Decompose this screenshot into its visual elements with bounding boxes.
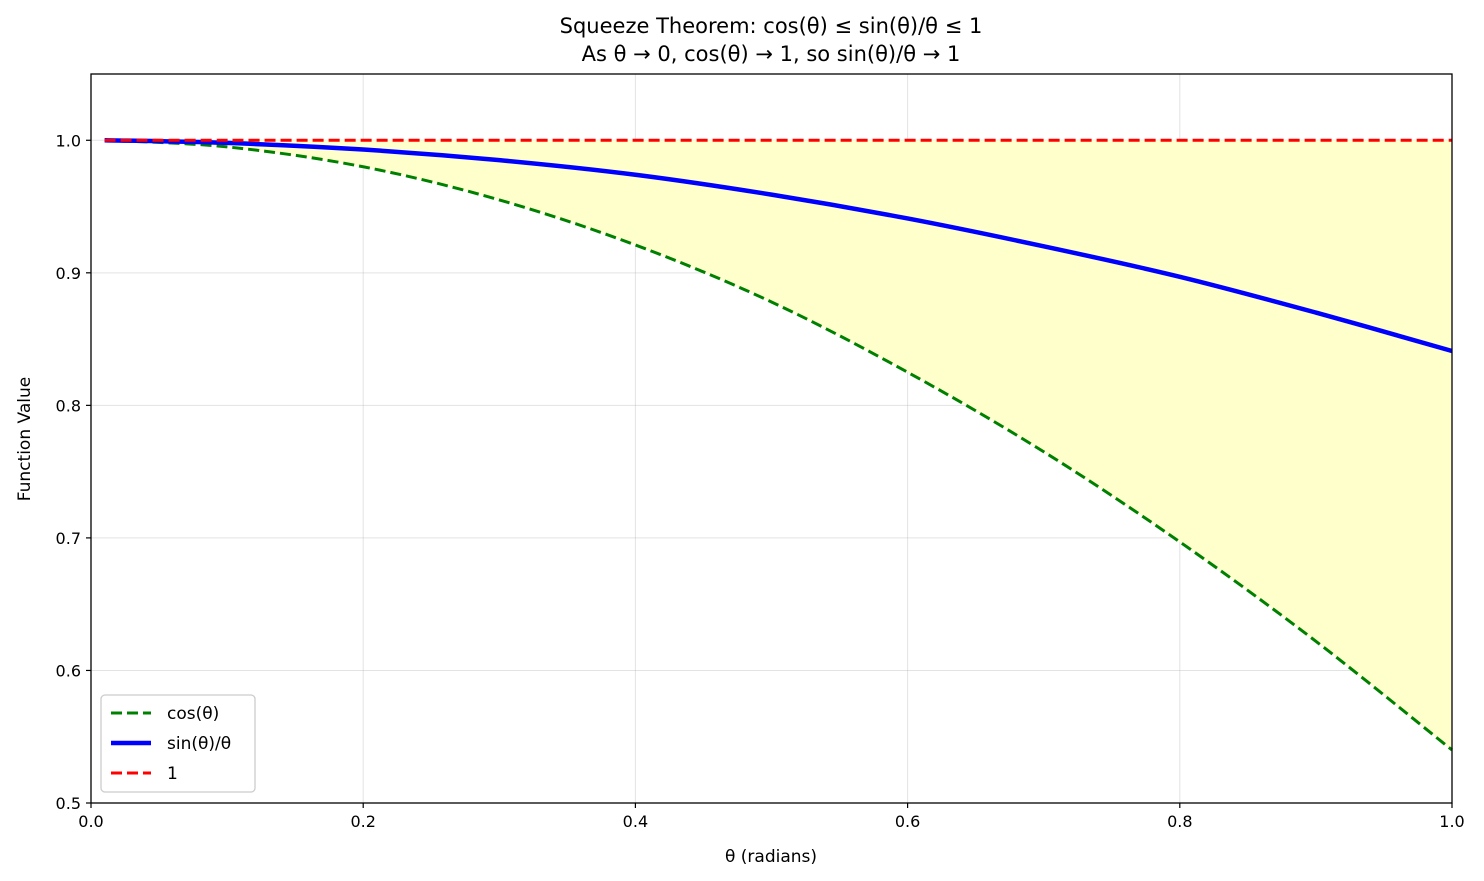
y-tick-label: 0.5: [56, 794, 81, 813]
series-line-1: [104, 138, 1453, 354]
y-tick-label: 0.6: [56, 661, 81, 680]
x-tick-label: 0.6: [895, 812, 920, 831]
series-group: [104, 138, 1453, 752]
y-tick-label: 1.0: [56, 131, 81, 150]
chart-title-line2: As θ → 0, cos(θ) → 1, so sin(θ)/θ → 1: [582, 42, 961, 66]
chart-title-line1: Squeeze Theorem: cos(θ) ≤ sin(θ)/θ ≤ 1: [560, 14, 983, 38]
y-tick-label: 0.9: [56, 264, 81, 283]
x-tick-label: 0.0: [78, 812, 103, 831]
x-axis-label: θ (radians): [725, 847, 817, 867]
x-tick-label: 0.4: [623, 812, 648, 831]
x-tick-label: 0.8: [1167, 812, 1192, 831]
series-line-0: [104, 138, 1453, 752]
legend-label: sin(θ)/θ: [167, 734, 231, 754]
x-tick-label: 0.2: [350, 812, 375, 831]
y-tick-label: 0.8: [56, 396, 81, 415]
ticks: 0.0 0.2 0.4 0.6 0.8 1.0 0.5 0.6 0.7 0.8 0.9 1.0: [56, 131, 1465, 831]
legend-label: 1: [167, 764, 178, 784]
plot-frame: [90, 73, 1453, 804]
legend: cos(θ) sin(θ)/θ 1: [100, 694, 256, 793]
legend-label: cos(θ): [167, 704, 219, 724]
legend-box: [100, 694, 256, 793]
y-axis-label: Function Value: [15, 377, 35, 501]
x-tick-label: 1.0: [1439, 812, 1464, 831]
fill-between-area: [104, 140, 1453, 750]
y-tick-label: 0.7: [56, 529, 81, 548]
